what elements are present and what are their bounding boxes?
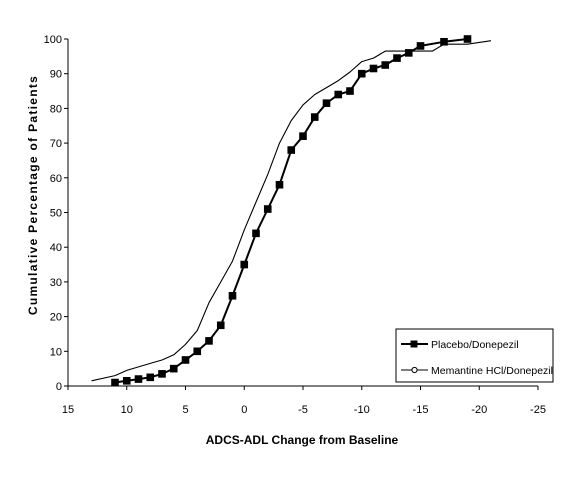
y-tick-label: 80 [50,103,62,115]
legend: Placebo/Donepezil Memantine HCl/Donepezil [395,328,554,383]
data-point-square [299,132,307,140]
data-point-square [205,337,213,345]
data-point-square [393,54,401,62]
data-point-square [440,37,448,46]
legend-marker-circle [411,366,418,374]
data-point-square [346,87,354,95]
x-tick-label: 10 [121,404,133,416]
x-tick-label: 5 [182,404,188,416]
data-point-square [158,370,166,378]
y-tick-label: 100 [44,34,62,46]
y-tick-label: 20 [50,312,62,324]
data-point-square [357,69,366,78]
y-tick-label: 90 [50,69,62,81]
y-tick-label: 70 [50,138,62,150]
x-tick-label: 0 [241,404,247,416]
data-point-square [169,364,178,373]
data-point-square [240,260,249,269]
x-axis-title: ADCS-ADL Change from Baseline [206,433,399,447]
x-tick-label: -20 [471,404,487,416]
y-tick-label: 50 [50,208,62,220]
x-tick-label: -10 [354,404,370,416]
legend-label: Memantine HCl/Donepezil [431,365,553,377]
y-tick-label: 40 [50,242,62,254]
data-point-square [404,49,413,57]
series-layer [91,35,492,387]
data-point-square [275,180,284,189]
data-point-square [146,373,155,382]
data-point-square [322,99,331,107]
legend-marker-square [410,340,418,348]
data-point-square [381,61,390,69]
data-point-square [181,356,190,364]
y-tick-label: 0 [56,381,62,393]
series-memantine-donepezil [91,40,492,382]
series-placebo-donepezil [111,35,472,387]
legend-label: Placebo/Donepezil [431,339,519,351]
legend-box [395,328,554,383]
data-point-square [369,64,378,73]
y-tick-label: 30 [50,277,62,289]
data-point-square [463,35,472,43]
data-point-square [310,113,319,121]
data-point-square [134,375,143,383]
data-point-square [216,321,225,330]
y-axis-title: Cumulative Percentage of Patients [26,75,40,315]
y-tick-label: 10 [50,346,62,358]
data-point-square [228,291,237,300]
data-point-square [334,90,343,99]
y-tick-label: 60 [50,173,62,185]
data-point-square [111,378,119,387]
x-tick-label: -15 [413,404,429,416]
data-point-square [416,42,425,50]
x-tick-label: -25 [530,404,546,416]
data-point-square [263,205,272,213]
data-point-square [252,229,260,238]
x-tick-label: -5 [298,404,308,416]
x-tick-label: 15 [62,404,74,416]
data-point-square [287,146,296,154]
data-point-square [193,347,202,356]
data-point-square [122,376,131,385]
series-line [91,40,492,382]
